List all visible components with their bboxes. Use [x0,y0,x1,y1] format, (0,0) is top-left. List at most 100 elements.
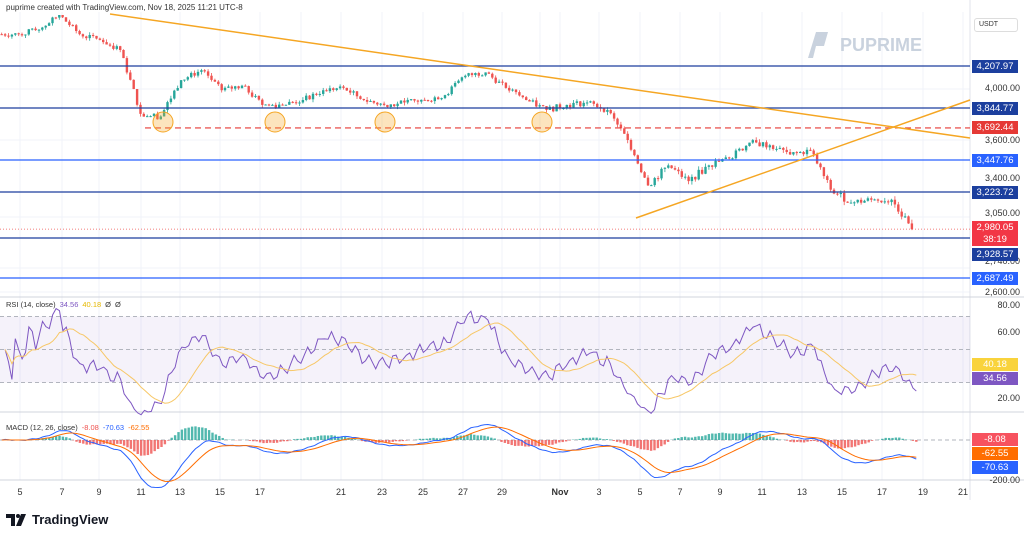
candle-body [61,15,64,18]
rsi-value: 34.56 [59,300,79,309]
last-price-value: 2,980.05 [976,222,1014,233]
candle-body [819,163,822,168]
candle-body [640,163,643,173]
rsi-tick-label: 60.00 [997,327,1020,337]
macd-histogram-bar [360,440,364,442]
candle-body [788,152,792,155]
candle-body [552,106,555,112]
dashed-level-tag[interactable]: 3,692.44 [972,121,1018,135]
candle-body [558,104,562,109]
candle-body [423,99,426,101]
candle-body [345,87,348,91]
macd-histogram-bar [646,440,649,451]
level-price-tag[interactable]: 3,447.76 [972,153,1018,167]
candle-body [883,201,886,203]
candle-body [166,102,169,111]
rsi-ma-value: 40.18 [82,300,102,309]
candle-body [325,90,328,92]
candle-body [538,105,541,107]
macd-histogram-bar [384,440,388,443]
candle-body [78,31,81,35]
macd-histogram-bar [350,438,354,440]
candle-body [822,167,826,177]
macd-histogram-bar [660,440,663,447]
candle-body [910,223,914,230]
macd-histogram-bar [830,440,833,447]
candle-body [342,86,345,88]
candle-body [75,25,78,32]
candle-body [799,152,802,154]
level-price-tag[interactable]: 2,928.57 [972,248,1018,261]
time-tick-label: 21 [957,487,969,497]
rsi-tick-label: 20.00 [997,393,1020,403]
macd-histogram-bar [802,440,806,443]
level-price-tag[interactable]: 2,687.49 [972,271,1018,285]
last-price-tag[interactable]: 2,980.05 38:19 [972,221,1018,246]
candle-body [17,33,20,35]
level-price-tag[interactable]: 3,844.77 [972,101,1018,115]
candle-body [870,198,873,200]
macd-histogram-bar [901,438,904,440]
candle-body [477,73,480,76]
macd-histogram-bar [806,440,809,442]
macd-histogram-bar [714,433,717,440]
macd-histogram-bar [588,437,592,440]
macd-hist-tag[interactable]: -8.08 [972,433,1018,446]
macd-histogram-bar [612,440,615,441]
macd-histogram-bar [622,440,626,444]
rsi-ma-tag[interactable]: 40.18 [972,358,1018,371]
macd-histogram-bar [898,437,901,440]
macd-histogram-bar [663,440,666,445]
candle-body [122,49,125,59]
macd-legend[interactable]: MACD (12, 26, close) -8.08 -70.63 -62.55 [6,423,153,432]
currency-button[interactable]: USDT [974,18,1018,32]
level-price-tag[interactable]: 4,207.97 [972,59,1018,73]
level-price-tag[interactable]: 3,223.72 [972,185,1018,199]
candle-body [47,23,51,26]
candle-body [244,85,247,87]
candle-body [190,72,193,78]
rsi-value-tag[interactable]: 34.56 [972,372,1018,385]
macd-histogram-bar [82,440,85,444]
candle-body [501,81,504,83]
rsi-legend[interactable]: RSI (14, close) 34.56 40.18 Ø Ø [6,300,125,309]
macd-histogram-bar [292,439,296,440]
candle-body [409,99,413,101]
macd-histogram-bar [218,435,221,440]
candle-body [812,150,815,155]
candle-body [64,17,68,22]
candle-body [494,77,497,83]
candle-body [20,34,24,36]
candle-body [761,142,765,147]
macd-histogram-bar [629,440,632,446]
time-tick-label: 15 [214,487,226,497]
candle-body [281,104,284,106]
macd-histogram-bar [632,440,636,447]
time-tick-label: 9 [96,487,102,497]
macd-value-tag[interactable]: -70.63 [972,461,1018,474]
candle-body [755,140,758,143]
macd-histogram-bar [109,440,112,445]
time-tick-label: 21 [335,487,347,497]
macd-signal-tag[interactable]: -62.55 [972,447,1018,460]
candle-body [457,80,460,83]
macd-histogram-bar [881,438,884,440]
macd-histogram-bar [639,440,643,450]
candle-body [102,39,105,43]
macd-histogram-bar [61,436,65,440]
logo-text: TradingView [32,512,109,527]
macd-histogram-bar [724,433,728,440]
candle-body [24,34,27,36]
macd-histogram-bar [187,427,190,440]
candle-body [609,109,612,114]
macd-histogram-bar [544,440,547,446]
macd-histogram-bar [697,436,700,440]
candle-body [741,148,744,151]
candle-body [179,80,183,89]
macd-histogram-bar [615,440,619,442]
tradingview-logo[interactable]: TradingView [6,512,108,527]
candle-body [873,199,876,201]
macd-histogram-bar [598,438,602,440]
macd-histogram-bar [323,435,326,440]
